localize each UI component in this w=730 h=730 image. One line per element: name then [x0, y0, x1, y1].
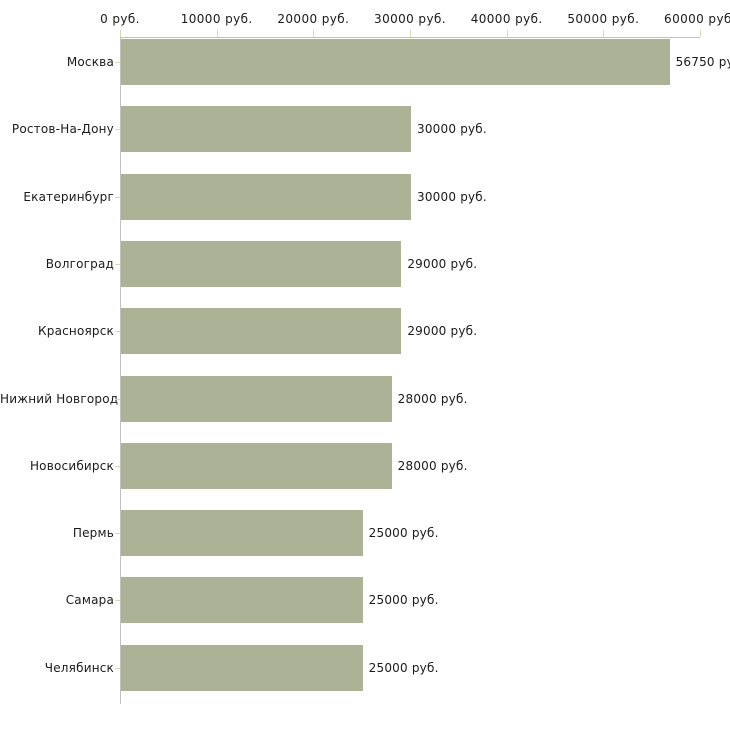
x-axis-line — [120, 37, 700, 38]
x-axis-tick-label: 30000 руб. — [374, 12, 446, 26]
category-label: Москва — [66, 55, 114, 69]
value-label: 30000 руб. — [417, 122, 487, 137]
category-label: Екатеринбург — [23, 189, 114, 204]
category-label: Волгоград — [45, 256, 114, 271]
category-tick — [115, 129, 120, 131]
bar — [121, 644, 363, 691]
category-label: Новосибирск — [29, 458, 114, 473]
category-tick — [115, 465, 120, 467]
category-tick — [115, 62, 120, 63]
category-tick — [115, 533, 120, 535]
category-tick — [115, 667, 120, 669]
x-axis-tick — [120, 30, 121, 37]
bar — [121, 106, 411, 153]
bar — [121, 173, 411, 220]
bar — [121, 510, 363, 557]
bar — [121, 240, 402, 287]
category-label: Пермь — [72, 526, 114, 541]
value-label: 28000 руб. — [397, 391, 468, 406]
category-label: Красноярск — [38, 324, 114, 339]
category-label: Ростов-На-Дону — [11, 122, 114, 137]
bar — [121, 375, 392, 422]
category-label: Нижний Новгород — [0, 391, 119, 406]
value-label: 29000 руб. — [407, 324, 478, 339]
value-label: 28000 руб. — [397, 458, 468, 473]
category-tick — [115, 263, 120, 265]
x-axis-tick-label: 50000 руб. — [567, 12, 640, 26]
value-label: 56750 руб — [675, 55, 730, 69]
x-axis-tick — [216, 30, 218, 37]
x-axis-tick — [700, 30, 701, 37]
value-label: 25000 руб. — [368, 526, 439, 541]
category-label: Челябинск — [44, 660, 114, 675]
x-axis-tick — [313, 30, 315, 37]
bar — [121, 308, 402, 355]
x-axis-tick-label: 0 руб. — [100, 12, 140, 26]
y-axis-line — [120, 37, 121, 704]
x-axis-tick-label: 10000 руб. — [180, 12, 253, 26]
value-label: 25000 руб. — [368, 660, 439, 675]
x-axis-tick — [603, 30, 605, 37]
value-label: 30000 руб. — [417, 189, 487, 204]
value-label: 29000 руб. — [407, 256, 478, 271]
category-tick — [115, 196, 120, 198]
x-axis-tick-label: 20000 руб. — [277, 12, 350, 26]
bar — [121, 577, 363, 624]
x-axis-tick-label: 40000 руб. — [470, 12, 543, 26]
category-tick — [115, 600, 120, 602]
category-label: Самара — [65, 593, 114, 608]
bar — [121, 39, 670, 85]
x-axis-tick — [506, 30, 508, 37]
category-tick — [115, 331, 120, 333]
x-axis-tick-label: 60000 руб. — [664, 12, 730, 26]
bar — [121, 442, 392, 489]
category-tick — [115, 398, 120, 400]
x-axis-tick — [410, 30, 411, 37]
value-label: 25000 руб. — [368, 593, 439, 608]
